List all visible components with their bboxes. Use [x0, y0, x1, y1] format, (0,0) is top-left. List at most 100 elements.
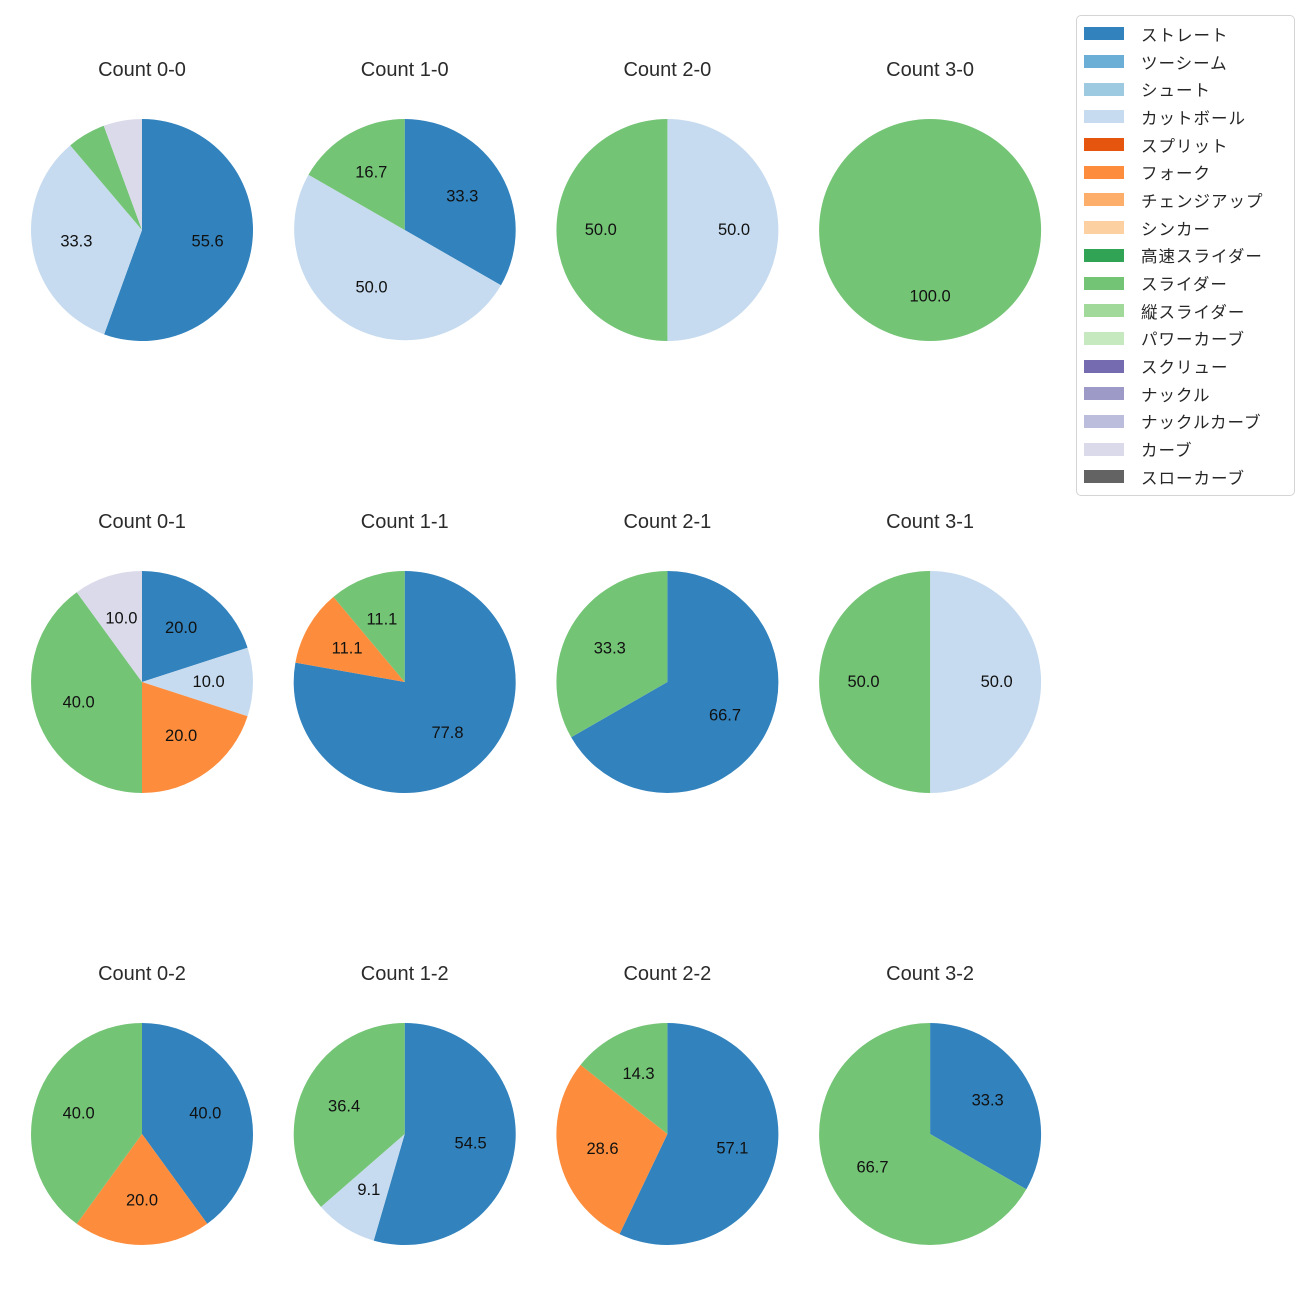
pie-percent-label: 50.0 — [718, 221, 750, 239]
pie-percent-label: 11.1 — [332, 640, 363, 658]
pie-slice-フォーク — [295, 596, 405, 682]
pie-slice-カーブ — [76, 571, 142, 682]
legend-item: 縦スライダー — [1084, 297, 1288, 325]
pie-slice-ストレート — [404, 119, 516, 286]
pie-percent-label: 10.0 — [105, 610, 137, 628]
legend-item: スローカーブ — [1084, 463, 1288, 491]
legend-item: スライダー — [1084, 269, 1288, 297]
legend-item-label: スライダー — [1141, 276, 1228, 295]
legend-swatch — [1084, 331, 1124, 345]
pie-slice-スライダー — [819, 119, 1042, 341]
legend-swatch — [1084, 27, 1124, 41]
legend-swatch — [1084, 138, 1124, 152]
pie-title: Count 2-1 — [623, 511, 712, 533]
pie-percent-label: 33.3 — [972, 1092, 1004, 1110]
pie-slice-スライダー — [70, 125, 142, 230]
legend-item: ツーシーム — [1084, 48, 1288, 76]
pie-title: Count 1-0 — [360, 59, 449, 81]
legend-swatch — [1084, 470, 1124, 484]
pie-percent-label: 50.0 — [355, 279, 387, 297]
pie-slice-スライダー — [293, 1023, 405, 1207]
legend-item-label: スプリット — [1141, 137, 1229, 156]
pie-slice-カットボール — [930, 571, 1042, 793]
legend-item-label: シンカー — [1141, 220, 1211, 239]
pie-slice-ストレート — [571, 571, 779, 793]
pie-slice-フォーク — [76, 1134, 208, 1245]
legend-item: シュート — [1084, 75, 1288, 103]
pie-percent-label: 50.0 — [585, 221, 617, 239]
pie-percent-label: 40.0 — [189, 1104, 221, 1122]
pie-percent-label: 20.0 — [165, 727, 197, 745]
pie-percent-label: 66.7 — [709, 706, 741, 724]
legend-swatch — [1084, 387, 1124, 401]
legend-swatch — [1084, 276, 1124, 290]
pie-percent-label: 14.3 — [622, 1065, 654, 1083]
pie-slice-カットボール — [320, 1134, 405, 1241]
legend-item-label: 高速スライダー — [1141, 248, 1263, 267]
legend-item-label: スローカーブ — [1141, 469, 1246, 488]
pie-slice-ストレート — [293, 571, 516, 793]
pie-title: Count 3-1 — [886, 511, 975, 533]
legend-item: カットボール — [1084, 103, 1288, 131]
pie-percent-label: 36.4 — [328, 1097, 360, 1115]
pie-slice-カットボール — [31, 145, 143, 335]
legend-list: ストレートツーシームシュート カットボールスプリットフォークチェンジアップ シンカー… — [1084, 20, 1288, 491]
legend-swatch — [1084, 359, 1124, 373]
pie-slice-スライダー — [308, 119, 405, 230]
pie-title: Count 1-1 — [360, 511, 449, 533]
pie-percent-label: 40.0 — [63, 1104, 95, 1122]
pie-slice-スライダー — [333, 571, 405, 682]
pie-title: Count 0-1 — [98, 511, 186, 533]
legend-item: スプリット — [1084, 131, 1288, 159]
pie-title: Count 0-2 — [98, 963, 186, 985]
pie-slice-ストレート — [142, 1023, 253, 1224]
pie-slice-ストレート — [373, 1023, 516, 1245]
legend-swatch — [1084, 221, 1124, 235]
legend-item: ナックルカーブ — [1084, 408, 1288, 436]
pie-percent-label: 20.0 — [165, 619, 197, 637]
legend-item: パワーカーブ — [1084, 325, 1288, 353]
legend-swatch — [1084, 304, 1124, 318]
pie-percent-label: 9.1 — [357, 1181, 380, 1199]
legend-swatch — [1084, 82, 1124, 96]
pie-title: Count 1-2 — [360, 963, 449, 985]
legend-swatch — [1084, 165, 1124, 179]
legend-item-label: チェンジアップ — [1141, 192, 1264, 211]
pie-percent-label: 33.3 — [60, 233, 92, 251]
legend-item-label: フォーク — [1141, 165, 1211, 184]
legend-swatch — [1084, 110, 1124, 124]
legend-swatch — [1084, 248, 1124, 262]
pie-percent-label: 10.0 — [193, 673, 225, 691]
pie-percent-label: 57.1 — [716, 1140, 748, 1158]
pie-slice-スライダー — [556, 571, 668, 738]
pie-slice-カットボール — [667, 119, 779, 341]
legend-item-label: ストレート — [1141, 26, 1229, 45]
pie-percent-label: 66.7 — [856, 1158, 888, 1176]
legend-item-label: 縦スライダー — [1141, 303, 1246, 322]
pie-percent-label: 20.0 — [126, 1192, 158, 1210]
legend-item-label: パワーカーブ — [1141, 331, 1246, 350]
pie-slice-カットボール — [294, 174, 501, 341]
legend-item: ストレート — [1084, 20, 1288, 48]
legend-item-label: スクリュー — [1141, 359, 1229, 378]
pie-title: Count 2-0 — [623, 59, 712, 81]
pie-slice-スライダー — [819, 1023, 1027, 1245]
pie-slice-ストレート — [930, 1023, 1042, 1190]
pie-percent-label: 16.7 — [355, 163, 387, 181]
pie-title: Count 0-0 — [98, 59, 186, 81]
pie-slice-フォーク — [556, 1064, 668, 1235]
pie-percent-label: 11.1 — [366, 610, 397, 628]
pie-slice-ストレート — [104, 119, 254, 341]
legend-item-label: ツーシーム — [1141, 54, 1228, 73]
legend-item: フォーク — [1084, 158, 1288, 186]
pie-percent-label: 40.0 — [63, 694, 95, 712]
legend-item-label: カーブ — [1141, 442, 1193, 461]
legend-item-label: ナックルカーブ — [1141, 414, 1262, 433]
pie-slice-スライダー — [580, 1023, 668, 1134]
legend-item: スクリュー — [1084, 352, 1288, 380]
legend-item: シンカー — [1084, 214, 1288, 242]
legend-swatch — [1084, 55, 1124, 69]
pie-title: Count 3-0 — [886, 59, 975, 81]
